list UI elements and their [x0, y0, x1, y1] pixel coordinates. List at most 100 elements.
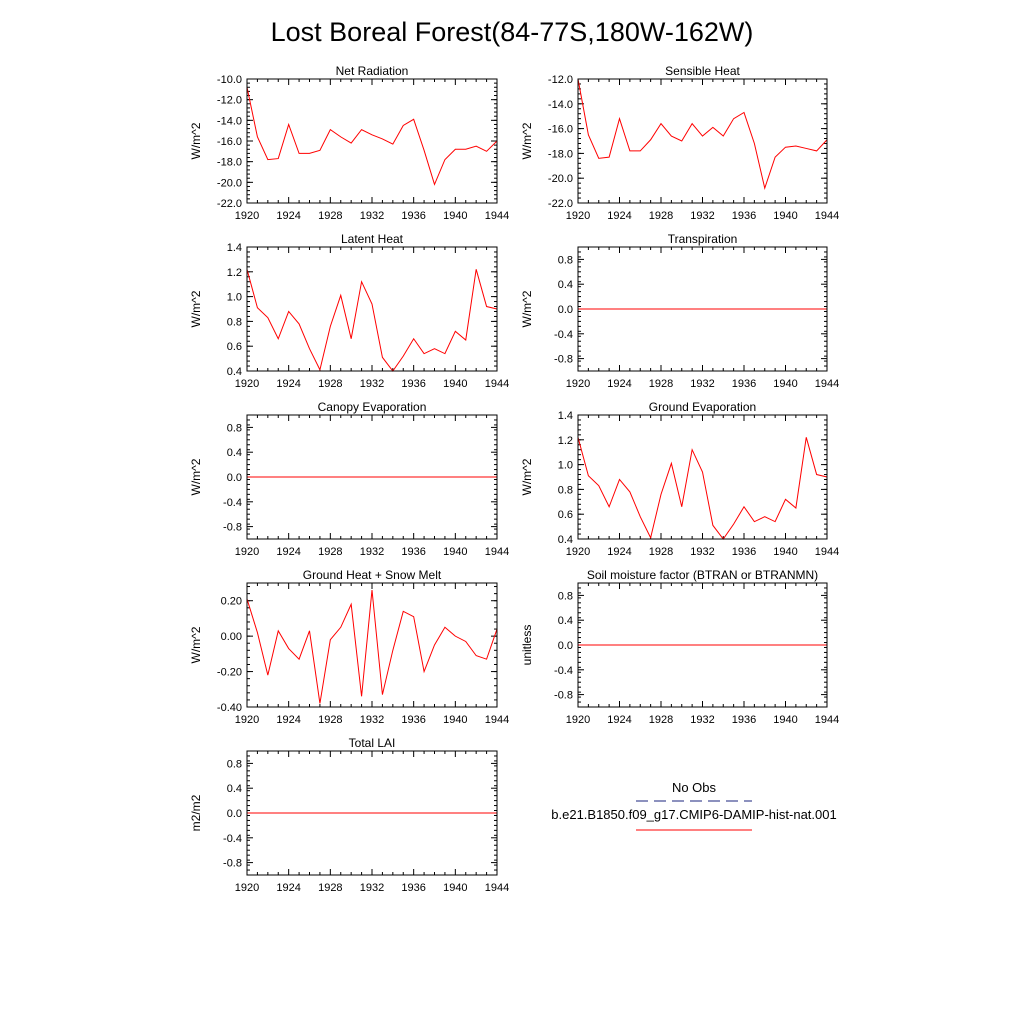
y-tick-label: 0.0 [558, 304, 573, 316]
x-tick-label: 1928 [649, 210, 673, 222]
x-tick-label: 1928 [318, 714, 342, 726]
x-tick-label: 1932 [360, 210, 384, 222]
y-tick-label: 1.4 [558, 410, 573, 422]
x-tick-label: 1940 [443, 546, 467, 558]
y-tick-label: 0.4 [227, 366, 242, 378]
y-tick-label: -0.4 [554, 329, 573, 341]
x-tick-label: 1932 [690, 210, 714, 222]
y-tick-label: 0.4 [558, 615, 573, 627]
x-tick-label: 1940 [773, 714, 797, 726]
y-tick-label: -0.40 [217, 702, 242, 714]
x-tick-label: 1932 [360, 714, 384, 726]
panel-title: Ground Heat + Snow Melt [303, 568, 442, 582]
y-tick-label: -0.8 [223, 858, 242, 870]
chart-panel-5: Canopy Evaporation W/m^2 -0.8 -0.4 0.0 0.4 0.8… [189, 400, 509, 558]
x-tick-label: 1924 [607, 210, 631, 222]
y-tick-label: -18.0 [548, 148, 573, 160]
chart-panel-1: Net Radiation W/m^2 -22.0 -20.0 -18.0 -16.0 -1… [189, 64, 509, 222]
y-tick-label: 1.0 [558, 460, 573, 472]
chart-panel-2: Sensible Heat W/m^2 -22.0 -20.0 -18.0 -16.0 -1… [520, 64, 839, 222]
x-tick-label: 1944 [815, 546, 839, 558]
x-tick-label: 1936 [401, 210, 425, 222]
y-tick-label: -12.0 [217, 95, 242, 107]
x-tick-label: 1924 [276, 210, 300, 222]
legend-obs-label: No Obs [672, 780, 717, 795]
x-tick-label: 1932 [690, 378, 714, 390]
y-axis-label: W/m^2 [189, 458, 203, 495]
x-tick-label: 1924 [276, 714, 300, 726]
tick-marks [577, 414, 828, 540]
x-tick-label: 1940 [773, 210, 797, 222]
x-tick-label: 1936 [732, 378, 756, 390]
series-line [577, 437, 828, 540]
chart-panel-3: Latent Heat W/m^2 0.4 0.6 0.8 1.0 1.2 1.4 1920 19… [189, 232, 509, 390]
y-tick-label: -16.0 [217, 136, 242, 148]
plot-frame [246, 582, 498, 708]
x-tick-label: 1924 [607, 714, 631, 726]
y-tick-label: 0.0 [558, 640, 573, 652]
y-tick-label: 1.4 [227, 242, 242, 254]
y-axis-label: unitless [520, 625, 534, 666]
x-tick-label: 1928 [318, 210, 342, 222]
y-axis-label: W/m^2 [520, 122, 534, 159]
x-tick-label: 1944 [815, 714, 839, 726]
x-tick-label: 1928 [649, 714, 673, 726]
y-tick-label: -22.0 [217, 198, 242, 210]
series-line [246, 87, 498, 186]
x-tick-label: 1924 [607, 378, 631, 390]
y-axis-label: m2/m2 [189, 794, 203, 831]
y-tick-label: 1.2 [227, 267, 242, 279]
panel-title: Net Radiation [336, 64, 409, 78]
y-tick-label: 0.6 [558, 509, 573, 521]
plot-frame [246, 414, 498, 540]
y-tick-label: -18.0 [217, 157, 242, 169]
y-axis-label: W/m^2 [189, 122, 203, 159]
x-tick-label: 1920 [235, 714, 259, 726]
x-tick-label: 1944 [485, 210, 509, 222]
x-tick-label: 1920 [566, 378, 590, 390]
y-tick-label: 0.4 [558, 534, 573, 546]
x-tick-label: 1936 [732, 210, 756, 222]
x-tick-label: 1924 [607, 546, 631, 558]
y-tick-label: -0.8 [554, 690, 573, 702]
x-tick-label: 1940 [443, 210, 467, 222]
y-tick-label: -0.4 [223, 833, 242, 845]
x-tick-label: 1940 [443, 882, 467, 894]
panel-title: Sensible Heat [665, 64, 740, 78]
panel-title: Latent Heat [341, 232, 404, 246]
plot-frame [577, 78, 828, 204]
plot-frame [577, 246, 828, 372]
y-tick-label: -10.0 [217, 74, 242, 86]
y-axis-label: W/m^2 [520, 458, 534, 495]
x-tick-label: 1920 [566, 714, 590, 726]
x-tick-label: 1936 [401, 378, 425, 390]
x-tick-label: 1944 [815, 210, 839, 222]
x-tick-label: 1928 [318, 546, 342, 558]
x-tick-label: 1940 [773, 546, 797, 558]
y-axis-label: W/m^2 [189, 626, 203, 663]
panel-title: Canopy Evaporation [318, 400, 427, 414]
x-tick-label: 1936 [732, 714, 756, 726]
y-tick-label: -0.8 [554, 354, 573, 366]
chart-panel-7: Ground Heat + Snow Melt W/m^2 -0.40 -0.20 0.… [189, 568, 509, 726]
x-tick-label: 1936 [732, 546, 756, 558]
chart-panel-8: Soil moisture factor (BTRAN or BTRANMN) u… [520, 568, 839, 726]
figure-title: Lost Boreal Forest(84-77S,180W-162W) [271, 17, 754, 47]
panel-title: Transpiration [668, 232, 738, 246]
y-tick-label: -12.0 [548, 74, 573, 86]
y-tick-label: 0.0 [227, 472, 242, 484]
x-tick-label: 1924 [276, 546, 300, 558]
y-tick-label: -0.20 [217, 667, 242, 679]
y-tick-label: 0.8 [558, 484, 573, 496]
y-tick-label: -14.0 [548, 99, 573, 111]
chart-panel-4: Transpiration W/m^2 -0.8 -0.4 0.0 0.4 0.8 1920 1… [520, 232, 839, 390]
y-tick-label: -0.8 [223, 522, 242, 534]
series-line [246, 590, 498, 704]
y-tick-label: 1.0 [227, 292, 242, 304]
x-tick-label: 1932 [360, 882, 384, 894]
y-tick-label: 0.0 [227, 808, 242, 820]
x-tick-label: 1944 [485, 882, 509, 894]
x-tick-label: 1928 [649, 546, 673, 558]
y-tick-label: -20.0 [217, 177, 242, 189]
